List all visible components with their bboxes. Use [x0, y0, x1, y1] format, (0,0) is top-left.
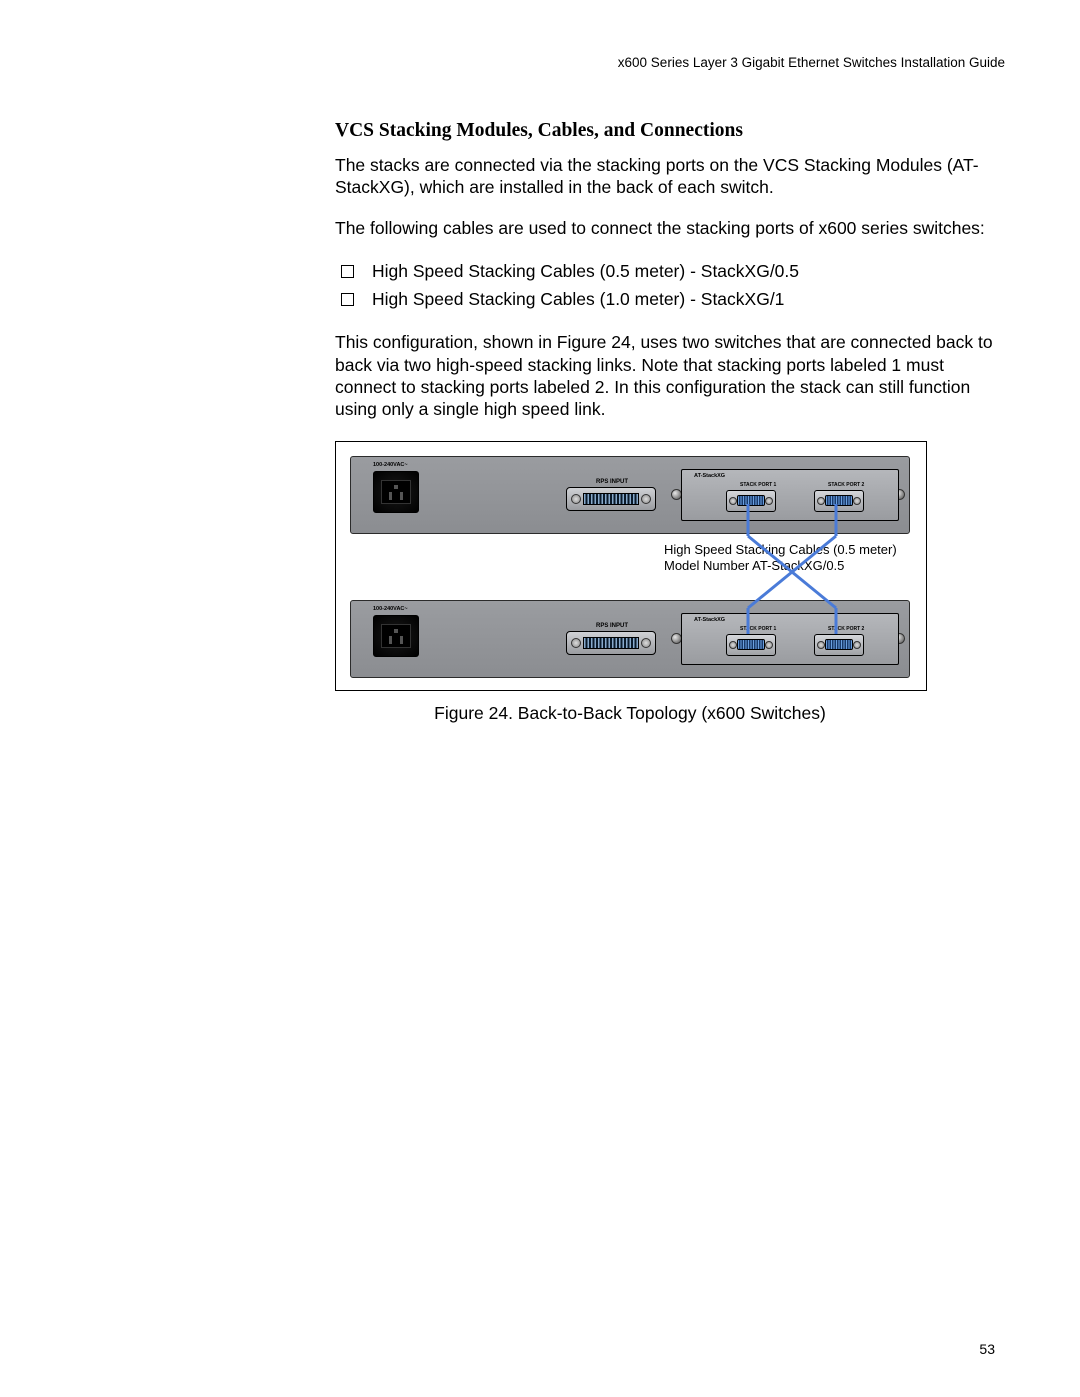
stack-port-2-label: STACK PORT 2: [828, 626, 864, 632]
bullet-text: High Speed Stacking Cables (1.0 meter) -…: [372, 285, 784, 313]
vac-label: 100-240VAC~: [373, 606, 408, 612]
stack-port-icon: [726, 490, 776, 512]
cable-bullet-list: High Speed Stacking Cables (0.5 meter) -…: [335, 257, 995, 313]
stack-port-1-label: STACK PORT 1: [740, 482, 776, 488]
stack-port-icon: [726, 634, 776, 656]
cable-label-line2: Model Number AT-StackXG/0.5: [664, 558, 897, 574]
switch-panel-top: 100-240VAC~ RPS INPUT AT-StackXG STACK P…: [350, 456, 910, 534]
rps-label: RPS INPUT: [596, 623, 628, 629]
stack-module-label: AT-StackXG: [694, 473, 725, 479]
bullet-icon: [341, 293, 354, 306]
stack-port-icon: [814, 490, 864, 512]
bullet-icon: [341, 265, 354, 278]
page-number: 53: [979, 1341, 995, 1357]
bullet-text: High Speed Stacking Cables (0.5 meter) -…: [372, 257, 799, 285]
paragraph-2: The following cables are used to connect…: [335, 217, 995, 239]
rps-port-icon: [566, 487, 656, 511]
section-title: VCS Stacking Modules, Cables, and Connec…: [335, 120, 995, 142]
stack-port-icon: [814, 634, 864, 656]
cable-label-text: High Speed Stacking Cables (0.5 meter) M…: [664, 542, 897, 575]
bullet-item: High Speed Stacking Cables (1.0 meter) -…: [335, 285, 995, 313]
stack-module-label: AT-StackXG: [694, 617, 725, 623]
stack-port-2-label: STACK PORT 2: [828, 482, 864, 488]
rps-port-icon: [566, 631, 656, 655]
stack-module-top: AT-StackXG STACK PORT 1 STACK PORT 2: [681, 469, 899, 521]
paragraph-1: The stacks are connected via the stackin…: [335, 154, 995, 199]
paragraph-3: This configuration, shown in Figure 24, …: [335, 331, 995, 421]
figure-caption: Figure 24. Back-to-Back Topology (x600 S…: [335, 703, 925, 724]
bullet-item: High Speed Stacking Cables (0.5 meter) -…: [335, 257, 995, 285]
cable-label-line1: High Speed Stacking Cables (0.5 meter): [664, 542, 897, 558]
stack-module-bottom: AT-StackXG STACK PORT 1 STACK PORT 2: [681, 613, 899, 665]
page-header: x600 Series Layer 3 Gigabit Ethernet Swi…: [85, 55, 1005, 70]
stack-port-1-label: STACK PORT 1: [740, 626, 776, 632]
power-socket-icon: [373, 615, 419, 657]
power-socket-icon: [373, 471, 419, 513]
switch-panel-bottom: 100-240VAC~ RPS INPUT AT-StackXG STACK P…: [350, 600, 910, 678]
vac-label: 100-240VAC~: [373, 462, 408, 468]
rps-label: RPS INPUT: [596, 479, 628, 485]
figure-24-diagram: 100-240VAC~ RPS INPUT AT-StackXG STACK P…: [335, 441, 927, 691]
